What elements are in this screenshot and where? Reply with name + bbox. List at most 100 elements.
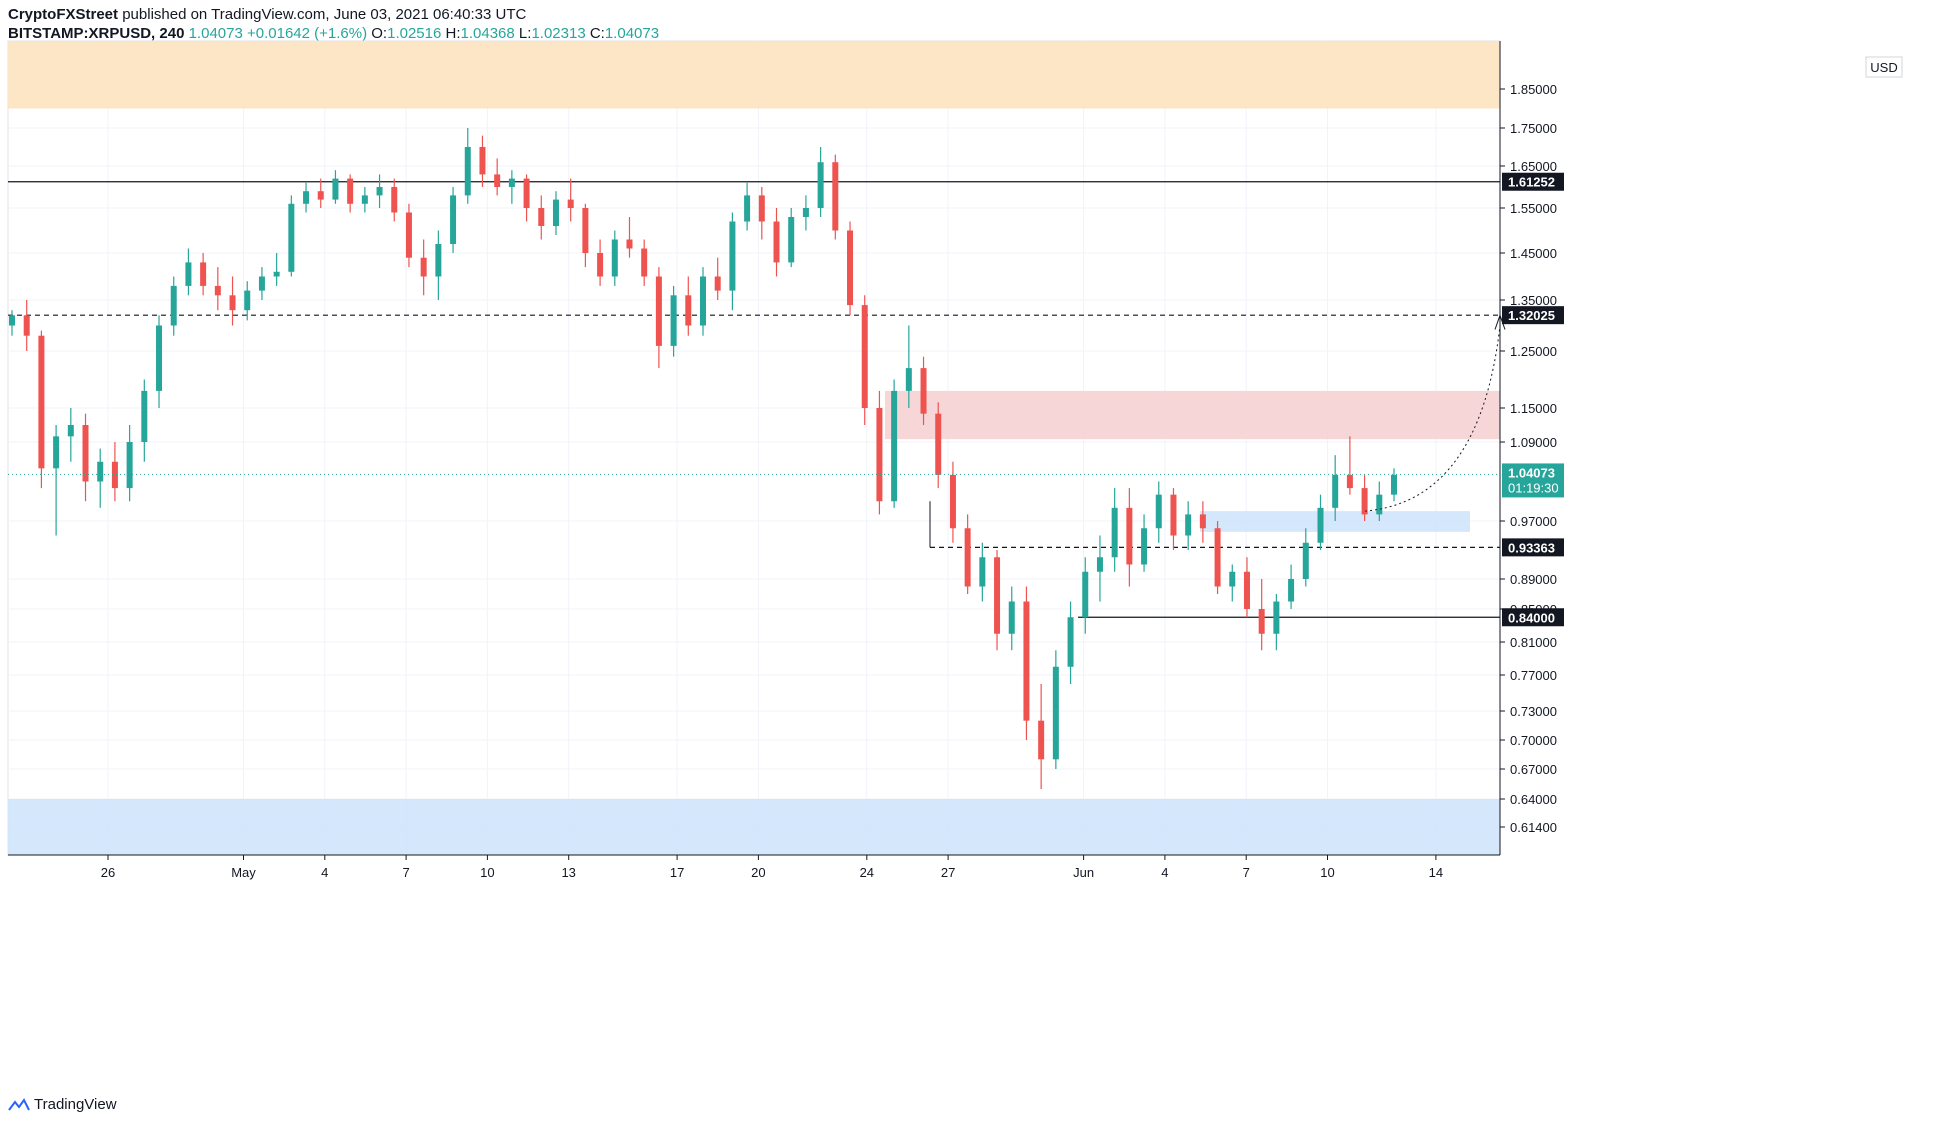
candle-up[interactable] — [508, 178, 515, 187]
candle-up[interactable] — [1067, 617, 1074, 667]
candle-down[interactable] — [1258, 609, 1265, 634]
candle-down[interactable] — [626, 239, 633, 249]
candle-up[interactable] — [273, 271, 280, 277]
candle-up[interactable] — [450, 195, 457, 244]
candle-up[interactable] — [288, 203, 295, 272]
candle-up[interactable] — [67, 425, 74, 437]
candle-down[interactable] — [920, 368, 927, 414]
candle-up[interactable] — [1008, 601, 1015, 634]
candle-up[interactable] — [1111, 507, 1118, 558]
candle-up[interactable] — [361, 195, 368, 204]
candle-down[interactable] — [597, 253, 604, 277]
candle-up[interactable] — [141, 390, 148, 442]
candle-up[interactable] — [244, 290, 251, 311]
candle-up[interactable] — [156, 325, 163, 391]
candle-up[interactable] — [1141, 528, 1148, 565]
candle-up[interactable] — [185, 262, 192, 286]
candle-up[interactable] — [1332, 474, 1339, 508]
candle-up[interactable] — [611, 239, 618, 277]
candle-down[interactable] — [847, 230, 854, 306]
candle-down[interactable] — [111, 461, 118, 489]
candle-down[interactable] — [641, 248, 648, 277]
price-chart[interactable]: USD 1.85000 1.75000 1.65000 1.55000 1.45000 1.… — [0, 0, 1935, 1090]
candle-down[interactable] — [994, 557, 1001, 634]
candle-down[interactable] — [317, 191, 324, 200]
candle-down[interactable] — [420, 257, 427, 277]
candle-up[interactable] — [891, 390, 898, 502]
candle-down[interactable] — [1214, 528, 1221, 587]
publisher-name[interactable]: CryptoFXStreet — [8, 6, 119, 23]
plot-area[interactable] — [7, 40, 1501, 856]
candle-up[interactable] — [979, 557, 986, 587]
candle-up[interactable] — [1376, 494, 1383, 515]
candle-down[interactable] — [38, 335, 45, 469]
candle-down[interactable] — [214, 285, 221, 296]
candle-down[interactable] — [391, 187, 398, 213]
candle-up[interactable] — [1317, 507, 1324, 543]
candle-down[interactable] — [82, 425, 89, 482]
candle-down[interactable] — [494, 174, 501, 187]
candle-up[interactable] — [700, 276, 706, 326]
candle-down[interactable] — [714, 276, 721, 291]
candle-up[interactable] — [1391, 474, 1397, 495]
candle-up[interactable] — [1052, 666, 1059, 760]
candle-up[interactable] — [435, 244, 442, 277]
candle-up[interactable] — [1082, 571, 1089, 618]
candle-down[interactable] — [1199, 514, 1206, 529]
candle-up[interactable] — [1273, 601, 1280, 634]
candle-up[interactable] — [376, 187, 383, 196]
candle-down[interactable] — [949, 474, 956, 529]
candle-up[interactable] — [1096, 557, 1103, 572]
candle-up[interactable] — [170, 285, 177, 326]
candle-down[interactable] — [935, 413, 942, 475]
candle-down[interactable] — [1170, 494, 1177, 536]
candle-up[interactable] — [817, 162, 824, 208]
candle-up[interactable] — [744, 195, 751, 222]
candle-up[interactable] — [670, 295, 677, 346]
candle-down[interactable] — [964, 528, 971, 587]
candle-down[interactable] — [23, 315, 30, 336]
candle-up[interactable] — [97, 461, 104, 482]
candle-down[interactable] — [229, 295, 236, 311]
candle-up[interactable] — [464, 147, 471, 196]
candle-up[interactable] — [126, 442, 133, 489]
candle-down[interactable] — [1126, 507, 1133, 565]
candle-down[interactable] — [405, 212, 412, 258]
candle-down[interactable] — [567, 199, 574, 208]
candle-up[interactable] — [1185, 514, 1192, 536]
candle-down[interactable] — [538, 208, 545, 226]
candle-up[interactable] — [1229, 571, 1236, 587]
candle-down[interactable] — [1361, 488, 1368, 515]
candle-up[interactable] — [332, 178, 339, 200]
candle-down[interactable] — [685, 295, 692, 326]
candle-up[interactable] — [1302, 542, 1309, 579]
candle-down[interactable] — [479, 147, 486, 175]
candle-up[interactable] — [1155, 494, 1162, 529]
candle-up[interactable] — [53, 436, 60, 469]
candle-down[interactable] — [861, 305, 868, 408]
candle-down[interactable] — [1243, 571, 1250, 609]
candle-down[interactable] — [832, 162, 839, 231]
candle-up[interactable] — [788, 217, 795, 263]
candle-down[interactable] — [1023, 601, 1030, 721]
candle-down[interactable] — [876, 408, 883, 502]
candle-up[interactable] — [729, 221, 736, 291]
tradingview-footer[interactable]: TradingView — [8, 1096, 117, 1113]
candle-up[interactable] — [905, 368, 912, 391]
candle-up[interactable] — [552, 199, 559, 226]
candle-down[interactable] — [582, 208, 589, 253]
candle-up[interactable] — [1288, 579, 1295, 602]
candle-down[interactable] — [773, 221, 780, 263]
candle-up[interactable] — [303, 191, 310, 204]
candle-down[interactable] — [1038, 720, 1045, 760]
candle-down[interactable] — [200, 262, 207, 286]
candle-down[interactable] — [758, 195, 765, 222]
candle-down[interactable] — [523, 178, 530, 208]
candle-up[interactable] — [9, 315, 15, 326]
candle-up[interactable] — [802, 208, 809, 217]
currency-badge[interactable] — [1865, 56, 1903, 78]
candle-up[interactable] — [258, 276, 265, 291]
candle-down[interactable] — [347, 178, 354, 204]
candle-down[interactable] — [1346, 474, 1353, 489]
candle-down[interactable] — [655, 276, 662, 346]
